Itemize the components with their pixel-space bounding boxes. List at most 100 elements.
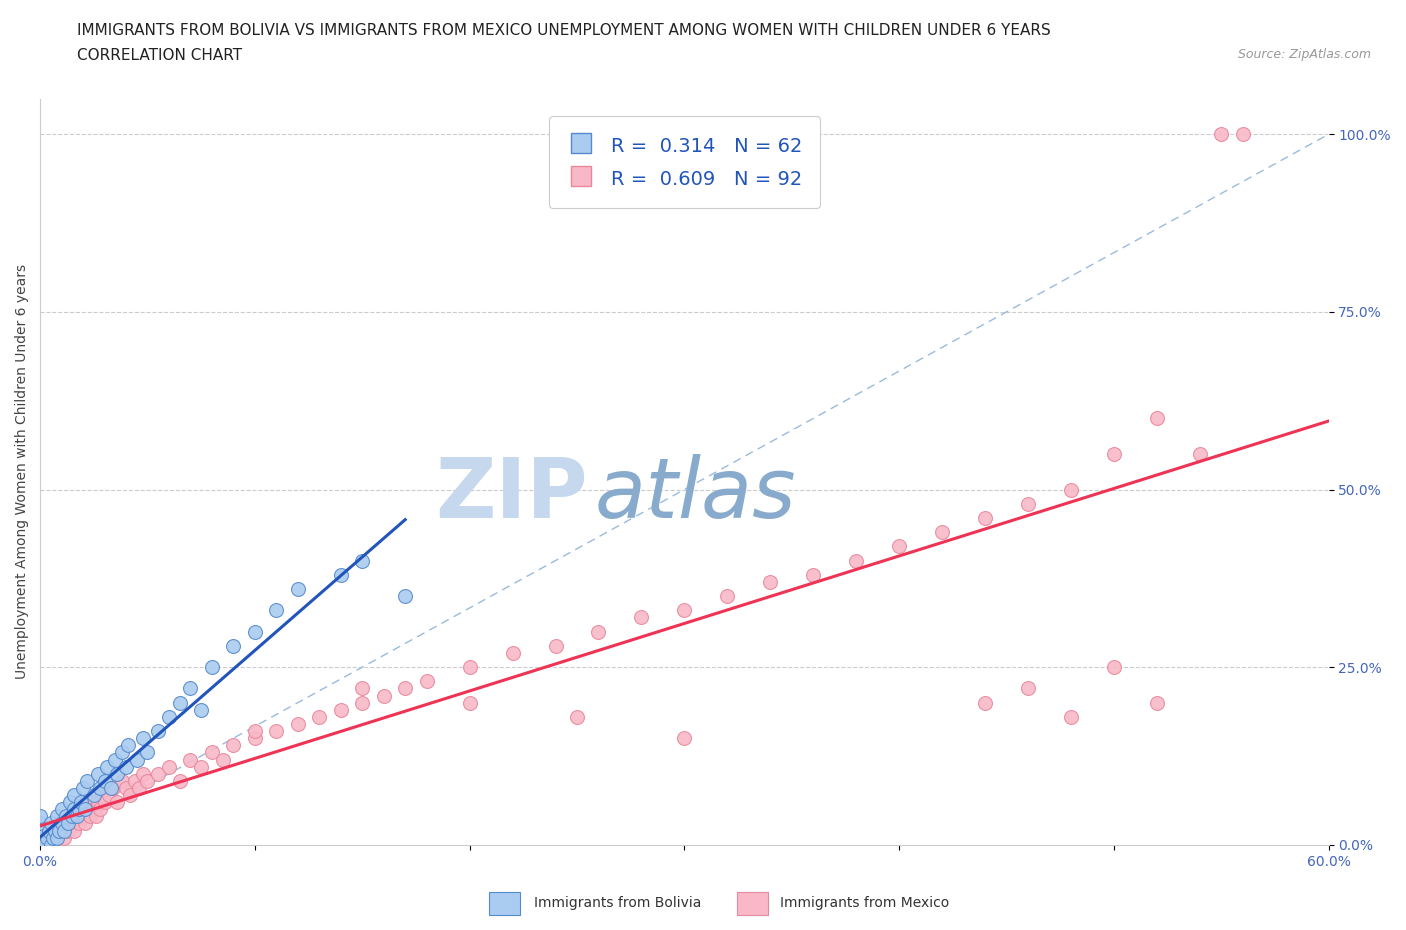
Point xyxy=(63,802,86,817)
Point xyxy=(1102,446,1125,461)
Point xyxy=(51,816,73,830)
Point xyxy=(179,681,201,696)
Point xyxy=(97,788,120,803)
Point xyxy=(128,780,150,795)
Point xyxy=(243,731,266,746)
Point xyxy=(39,837,62,852)
Point xyxy=(169,696,191,711)
Point xyxy=(72,809,94,824)
Point xyxy=(394,589,416,604)
Point xyxy=(30,823,52,838)
Point xyxy=(1060,710,1083,724)
Point xyxy=(759,575,782,590)
Point xyxy=(30,837,52,852)
Point xyxy=(30,837,52,852)
Point xyxy=(931,525,953,539)
Point xyxy=(67,802,90,817)
Point xyxy=(1211,126,1233,141)
Text: Source: ZipAtlas.com: Source: ZipAtlas.com xyxy=(1237,48,1371,61)
Point xyxy=(243,624,266,639)
Text: Immigrants from Mexico: Immigrants from Mexico xyxy=(780,896,949,910)
Point xyxy=(35,830,58,845)
Text: Immigrants from Bolivia: Immigrants from Bolivia xyxy=(534,896,702,910)
Point xyxy=(222,638,245,653)
Point xyxy=(44,823,66,838)
Point xyxy=(502,645,524,660)
Point xyxy=(179,752,201,767)
Point xyxy=(72,780,94,795)
Point xyxy=(201,745,224,760)
Point xyxy=(56,823,79,838)
Point xyxy=(190,759,212,774)
Point xyxy=(157,759,180,774)
Point xyxy=(373,688,395,703)
Point xyxy=(96,759,118,774)
Point xyxy=(136,745,159,760)
Point xyxy=(845,553,868,568)
Point xyxy=(42,830,65,845)
Point xyxy=(266,603,288,618)
Point xyxy=(30,837,52,852)
Point xyxy=(352,553,374,568)
Point xyxy=(801,567,824,582)
Point xyxy=(34,837,56,852)
Point xyxy=(39,816,62,830)
Point xyxy=(352,696,374,711)
Point xyxy=(60,809,83,824)
Point xyxy=(544,638,567,653)
Point xyxy=(120,788,142,803)
Point xyxy=(30,837,52,852)
Point xyxy=(75,802,97,817)
Point xyxy=(107,766,129,781)
Point xyxy=(55,816,77,830)
Point xyxy=(287,581,309,596)
Point xyxy=(889,538,911,553)
Point xyxy=(30,837,52,852)
Point xyxy=(415,674,437,689)
Point xyxy=(30,837,52,852)
Point xyxy=(56,816,79,830)
Point xyxy=(565,710,588,724)
Text: atlas: atlas xyxy=(595,454,796,535)
Point xyxy=(89,780,111,795)
Point xyxy=(100,780,122,795)
Legend: R =  0.314   N = 62, R =  0.609   N = 92: R = 0.314 N = 62, R = 0.609 N = 92 xyxy=(548,116,820,208)
Point xyxy=(30,830,52,845)
Point xyxy=(46,830,69,845)
Point xyxy=(157,710,180,724)
Point xyxy=(30,837,52,852)
Point xyxy=(1146,411,1168,426)
Point xyxy=(83,788,105,803)
Point xyxy=(458,659,481,674)
Point xyxy=(201,659,224,674)
Point xyxy=(46,830,69,845)
Point xyxy=(48,816,70,830)
Point xyxy=(136,774,159,789)
Point xyxy=(67,816,90,830)
Point xyxy=(83,802,105,817)
Point xyxy=(30,837,52,852)
Point xyxy=(35,830,58,845)
Point xyxy=(458,696,481,711)
Point xyxy=(76,774,98,789)
Point xyxy=(70,802,93,817)
Point xyxy=(42,830,65,845)
Point xyxy=(55,809,77,824)
Point xyxy=(38,823,60,838)
Point xyxy=(329,702,352,717)
Point xyxy=(111,745,134,760)
Point xyxy=(101,780,124,795)
Point xyxy=(974,511,997,525)
Point xyxy=(79,809,101,824)
Point xyxy=(44,823,66,838)
Point xyxy=(30,809,52,824)
Point xyxy=(588,624,610,639)
Point xyxy=(89,802,111,817)
Point xyxy=(93,774,115,789)
Point xyxy=(75,816,97,830)
Point xyxy=(266,724,288,738)
Point xyxy=(190,702,212,717)
Point xyxy=(394,681,416,696)
Point xyxy=(87,766,110,781)
Point xyxy=(132,766,155,781)
